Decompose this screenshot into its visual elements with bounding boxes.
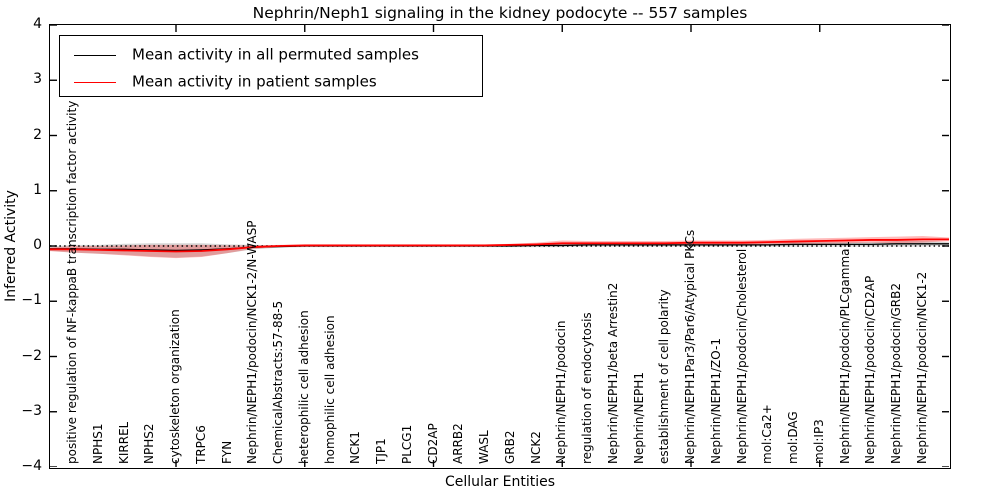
y-tick-label: 2 <box>33 126 42 143</box>
line-patient <box>50 238 949 253</box>
x-category-label: NPHS1 <box>91 423 105 465</box>
x-category-label: mol:DAG <box>787 411 800 464</box>
x-category-label: Nephrin/NEPH1/podocin <box>555 320 569 464</box>
x-category-label: Nephrin/NEPH1/podocin/NCK1-2 <box>915 271 929 464</box>
legend-item-permuted: Mean activity in all permuted samples <box>60 40 482 69</box>
x-category-label: homophilic cell adhesion <box>323 315 337 464</box>
legend-line-sample-black <box>74 54 116 56</box>
y-tick-label: 1 <box>33 181 42 198</box>
legend-item-patient: Mean activity in patient samples <box>60 67 482 96</box>
x-category-label: Nephrin/NEPH1/beta Arrestin2 <box>606 282 620 464</box>
x-category-label: establishment of cell polarity <box>658 289 672 464</box>
x-category-label: WASL <box>478 430 491 464</box>
legend-line-sample-red <box>74 81 116 83</box>
x-category-label: PLCG1 <box>400 424 414 464</box>
x-category-label: FYN <box>220 440 234 464</box>
x-category-label: mol:Ca2+ <box>761 404 775 464</box>
x-category-label: Nephrin/NEPH1/podocin/Cholesterol <box>735 248 749 464</box>
x-category-label: Nephrin/NEPH1/podocin/GRB2 <box>890 283 903 464</box>
x-category-label: Nephrin/NEPH1/podocin/CD2AP <box>864 275 878 464</box>
x-category-label: TJP1 <box>375 438 388 464</box>
x-category-label: Nephrin/NEPH1Par3/Par6/Atypical PKCs <box>684 229 697 464</box>
x-category-label: positive regulation of NF-kappaB transcr… <box>66 100 79 464</box>
x-category-label: heterophilic cell adhesion <box>297 310 311 464</box>
y-tick-label: 3 <box>33 71 42 88</box>
y-tick-label: −3 <box>21 402 42 419</box>
y-tick-label: 4 <box>33 16 42 32</box>
chart-title: Nephrin/Neph1 signaling in the kidney po… <box>252 4 748 22</box>
plot-area: positive regulation of NF-kappaB transcr… <box>49 24 951 469</box>
x-category-label: cytoskeleton organization <box>169 309 182 464</box>
y-tick-label: 0 <box>33 237 42 253</box>
x-category-label: TRPC6 <box>194 425 208 464</box>
x-category-label: Nephrin/NEPH1/podocin/PLCgamma1 <box>838 240 852 464</box>
y-tick-label: −4 <box>21 458 42 474</box>
x-category-label: KIRREL <box>117 421 131 464</box>
legend-label: Mean activity in patient samples <box>132 71 377 90</box>
x-axis-label: Cellular Entities <box>444 474 556 490</box>
band-patient <box>50 236 949 259</box>
legend: Mean activity in all permuted samples Me… <box>59 35 483 97</box>
x-category-label: Nephrin/NEPH1/ZO-1 <box>709 338 723 464</box>
x-category-label: ARRB2 <box>452 423 466 464</box>
x-category-label: mol:IP3 <box>812 419 826 464</box>
x-category-label: NCK1 <box>349 431 363 464</box>
y-tick-label: −1 <box>21 292 42 309</box>
chart-canvas <box>50 25 949 467</box>
x-category-label: CD2AP <box>426 423 440 464</box>
legend-label: Mean activity in all permuted samples <box>132 44 419 63</box>
x-category-label: NPHS2 <box>143 423 157 465</box>
x-category-label: NCK2 <box>529 431 543 464</box>
x-category-label: Nephrin/NEPH1/podocin/NCK1-2/N-WASP <box>246 220 260 464</box>
x-category-label: Nephrin/NEPH1 <box>632 372 646 464</box>
y-tick-label: −2 <box>21 347 42 364</box>
x-category-label: GRB2 <box>503 430 517 464</box>
x-category-label: ChemicalAbstracts:57-88-5 <box>272 300 285 464</box>
x-category-label: regulation of endocytosis <box>581 312 594 464</box>
